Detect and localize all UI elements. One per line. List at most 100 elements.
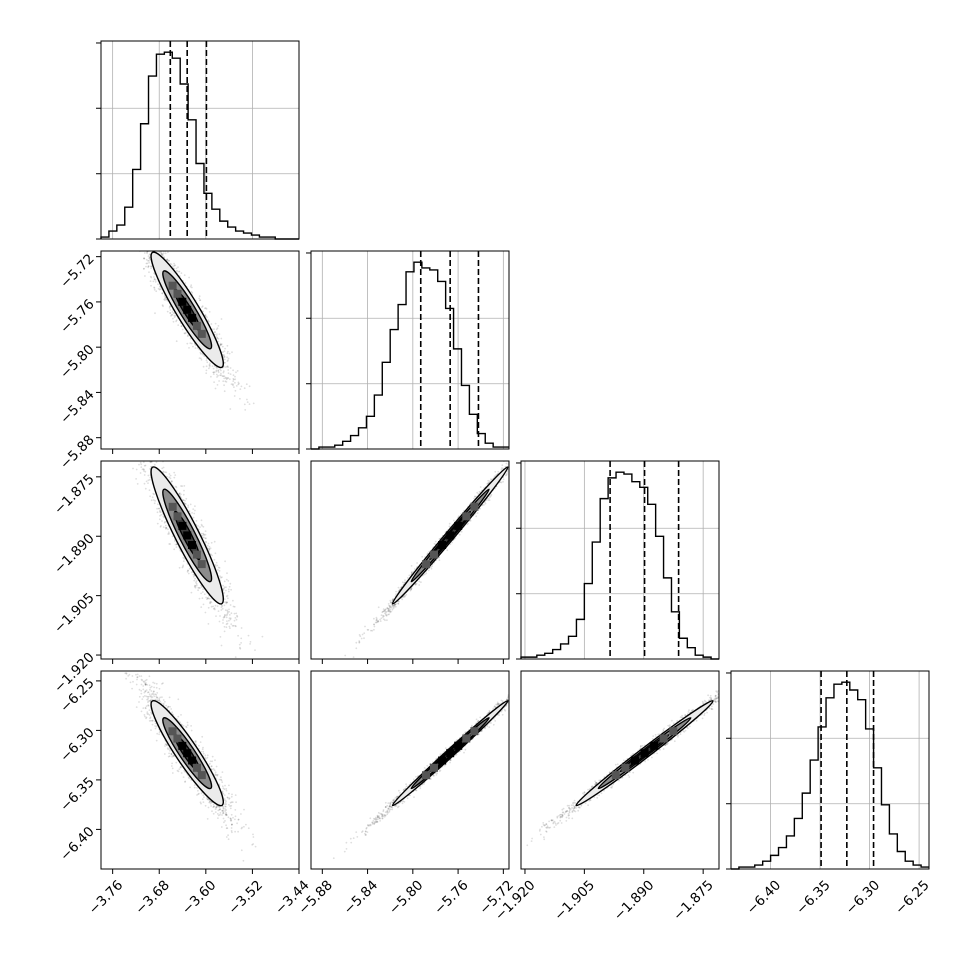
sample-point: [217, 369, 220, 371]
sample-point: [129, 422, 131, 424]
sample-point: [240, 660, 242, 662]
sample-point: [154, 443, 156, 445]
sample-point: [141, 454, 143, 456]
sample-point: [150, 690, 153, 692]
sample-point: [155, 290, 158, 293]
sample-point: [138, 225, 140, 227]
sample-point: [148, 259, 150, 262]
density-cell: [192, 550, 201, 559]
sample-point: [167, 531, 170, 534]
sample-point: [131, 424, 133, 426]
sample-point: [192, 516, 195, 519]
sample-point: [209, 364, 211, 367]
sample-point: [223, 390, 226, 393]
sample-point: [152, 248, 154, 250]
sample-point: [171, 755, 174, 758]
sample-point: [153, 690, 155, 693]
sample-point: [125, 408, 127, 410]
sample-point: [158, 251, 161, 254]
sample-point: [230, 819, 233, 822]
sample-point: [224, 609, 227, 612]
sample-point: [146, 452, 148, 454]
sample-point: [124, 401, 126, 403]
sample-point: [182, 556, 185, 559]
sample-point: [201, 735, 204, 738]
sample-point: [147, 691, 149, 694]
sample-point: [149, 459, 151, 461]
sample-point: [217, 337, 220, 340]
sample-point: [234, 818, 236, 821]
sample-point: [231, 801, 234, 803]
sample-point: [235, 385, 238, 387]
sample-point: [141, 455, 143, 457]
sample-point: [228, 617, 231, 620]
sample-point: [173, 314, 176, 317]
sample-point: [153, 288, 156, 291]
sample-point: [222, 354, 225, 356]
sample-point: [222, 588, 225, 590]
sample-point: [183, 274, 186, 277]
sample-point: [144, 435, 146, 437]
sample-point: [125, 240, 127, 242]
sample-point: [222, 811, 225, 813]
sample-point: [229, 617, 232, 620]
sample-point: [141, 227, 143, 229]
sample-point: [156, 522, 159, 525]
sample-point: [225, 614, 228, 617]
sample-point: [212, 371, 215, 374]
sample-point: [188, 276, 191, 279]
sample-point: [222, 584, 225, 587]
sample-point: [154, 722, 157, 725]
sample-point: [168, 532, 171, 535]
sample-point: [161, 292, 164, 295]
sample-point: [172, 265, 174, 268]
sample-point: [117, 426, 119, 428]
sample-point: [228, 614, 231, 616]
sample-point: [166, 707, 169, 709]
sample-point: [223, 361, 226, 364]
sample-point: [156, 247, 158, 249]
sample-point: [217, 805, 219, 808]
sample-point: [150, 248, 152, 250]
sample-point: [228, 610, 231, 613]
sample-point: [173, 471, 176, 474]
sample-point: [133, 218, 135, 220]
sample-point: [229, 817, 232, 820]
sample-point: [226, 610, 229, 613]
sample-point: [147, 255, 150, 257]
sample-point: [154, 312, 156, 315]
sample-point: [139, 456, 141, 458]
sample-point: [222, 351, 225, 353]
sample-point: [227, 377, 229, 379]
sample-point: [228, 585, 231, 588]
sample-point: [159, 514, 161, 517]
sample-point: [225, 814, 227, 817]
sample-point: [223, 580, 226, 583]
density-cell: [178, 521, 187, 530]
sample-point: [222, 792, 225, 795]
sample-point: [134, 450, 136, 452]
sample-point: [168, 543, 171, 545]
sample-point: [111, 424, 113, 426]
sample-point: [188, 347, 190, 349]
sample-point: [162, 526, 165, 529]
sample-point: [223, 604, 226, 607]
sample-point: [143, 257, 146, 260]
sample-point: [227, 359, 229, 362]
sample-point: [144, 464, 147, 467]
sample-point: [194, 509, 196, 512]
sample-point: [240, 637, 243, 640]
sample-point: [229, 373, 232, 375]
sample-point: [220, 337, 223, 340]
sample-point: [230, 612, 233, 615]
sample-point: [177, 266, 179, 269]
sample-point: [227, 590, 230, 593]
sample-point: [142, 468, 145, 470]
sample-point: [146, 252, 149, 255]
sample-point: [162, 515, 165, 518]
sample-point: [153, 276, 155, 278]
sample-point: [219, 636, 222, 638]
sample-point: [148, 271, 150, 274]
panel-frame: [730, 670, 930, 870]
sample-point: [240, 385, 243, 388]
